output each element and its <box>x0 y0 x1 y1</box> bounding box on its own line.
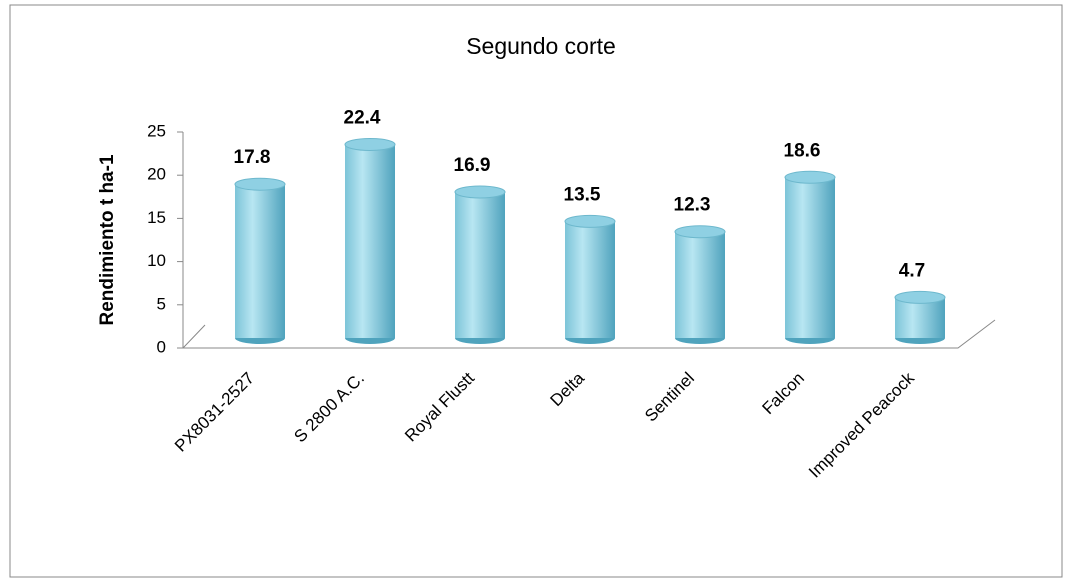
value-label: 12.3 <box>674 195 711 216</box>
bar-top <box>234 177 286 191</box>
bar <box>345 144 395 338</box>
bar <box>235 184 285 338</box>
value-label: 22.4 <box>344 107 381 128</box>
value-label: 16.9 <box>454 155 491 176</box>
bar <box>565 221 615 338</box>
y-tick-label: 15 <box>147 208 166 227</box>
bar-top <box>784 170 836 184</box>
bar <box>675 231 725 338</box>
value-label: 18.6 <box>784 140 821 161</box>
y-tick-label: 25 <box>147 121 166 140</box>
chart-title: Segundo corte <box>466 33 616 59</box>
y-tick-label: 10 <box>147 251 166 270</box>
chart-border <box>9 4 1063 578</box>
value-label: 4.7 <box>899 260 925 281</box>
bar-top <box>564 214 616 228</box>
y-axis-label: Rendimiento t ha-1 <box>97 154 118 325</box>
bar <box>785 177 835 338</box>
y-tick-label: 20 <box>147 165 166 184</box>
y-tick-label: 0 <box>157 337 166 356</box>
value-label: 13.5 <box>564 184 601 205</box>
bar-top <box>344 137 396 151</box>
value-label: 17.8 <box>234 147 271 168</box>
bar <box>895 297 945 338</box>
bar-top <box>894 290 946 304</box>
bar-top <box>674 225 726 239</box>
y-tick-label: 5 <box>157 294 166 313</box>
bar-top <box>454 185 506 199</box>
bar <box>455 191 505 338</box>
floor <box>181 319 996 349</box>
